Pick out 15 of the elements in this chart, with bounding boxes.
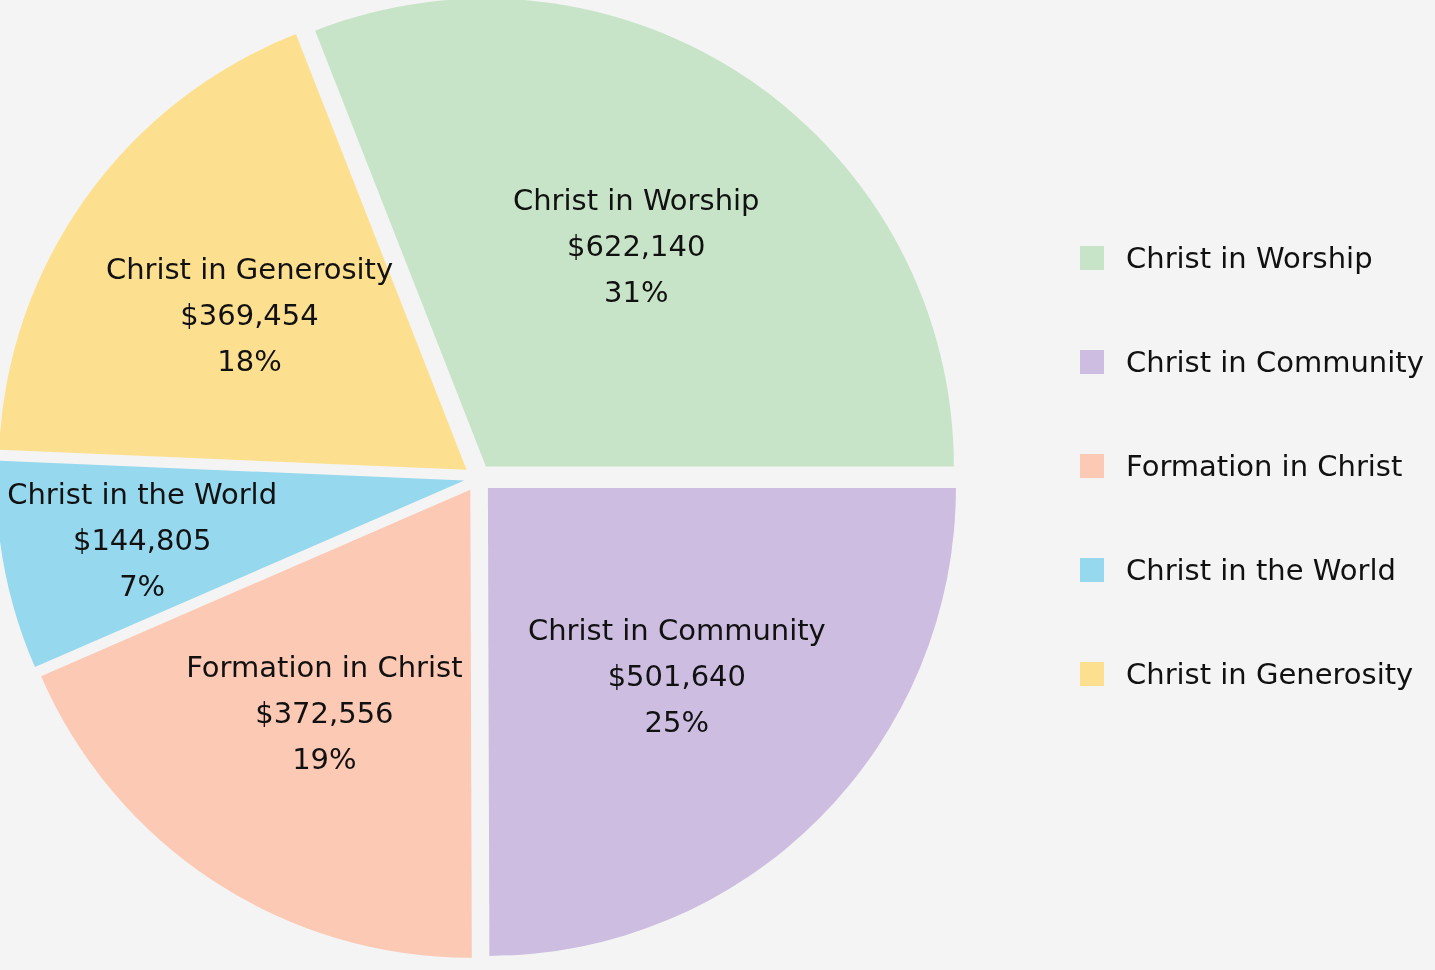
slice-label: Christ in Community [527,613,826,648]
slice-label: Christ in Worship [512,183,760,218]
legend-label: Christ in Community [1126,345,1424,379]
slice-label: Christ in the World [7,477,278,512]
data-label: $144,805 7% [72,523,212,604]
legend-label: Formation in Christ [1126,449,1403,483]
legend-label: Christ in Generosity [1126,657,1414,691]
data-label: $622,140 31% [567,229,706,310]
slice-label: Formation in Christ [186,650,463,684]
slice-label: Christ in Generosity [105,251,394,286]
legend-label: Christ in the World [1126,553,1396,587]
data-label: $501,640 25% [607,659,747,740]
data-label: $372,556 19% [255,696,394,776]
legend-label: Christ in Worship [1126,241,1373,275]
data-label: $369,454 18% [180,297,319,378]
